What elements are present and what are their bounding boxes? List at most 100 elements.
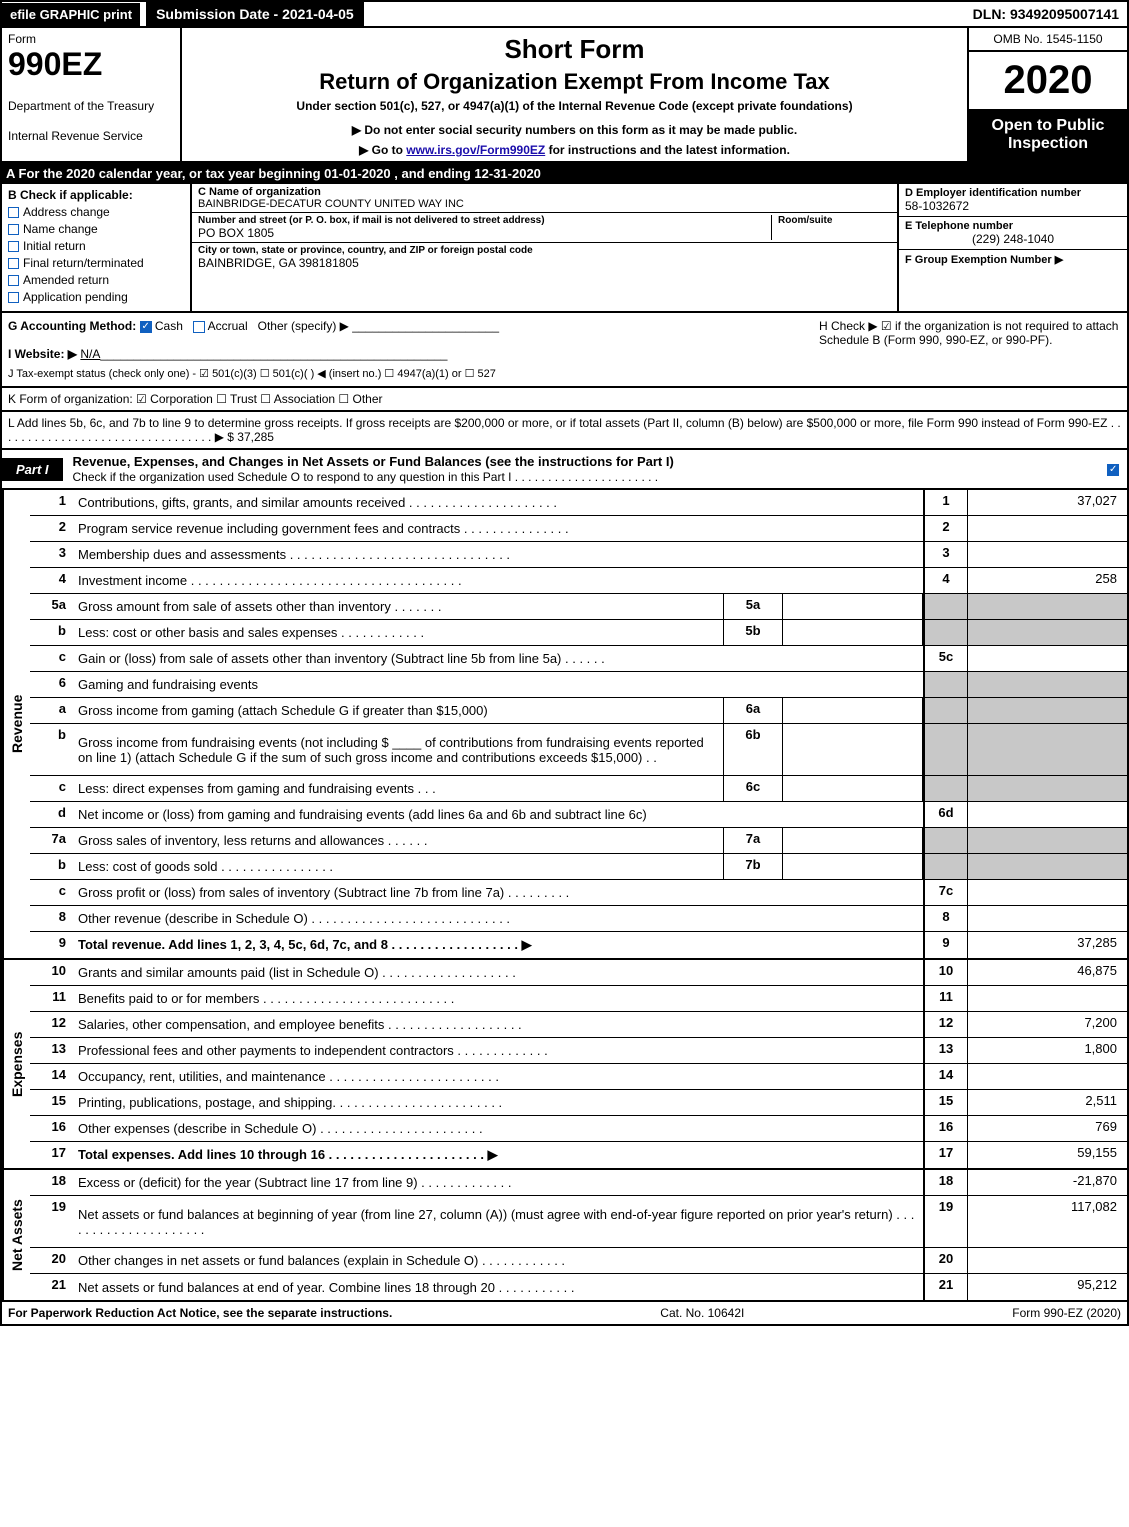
irs-link[interactable]: www.irs.gov/Form990EZ xyxy=(406,143,545,157)
line-number: 5a xyxy=(30,594,72,619)
efile-label[interactable]: efile GRAPHIC print xyxy=(2,3,140,26)
line-ref: 16 xyxy=(923,1116,967,1141)
row-k: K Form of organization: ☑ Corporation ☐ … xyxy=(0,388,1129,412)
line-ref: 20 xyxy=(923,1248,967,1273)
line-ref: 15 xyxy=(923,1090,967,1115)
line-value xyxy=(967,828,1127,853)
line-number: 8 xyxy=(30,906,72,931)
line-description: Benefits paid to or for members . . . . … xyxy=(72,986,923,1011)
ein: 58-1032672 xyxy=(905,199,1121,213)
chk-amended-return[interactable]: Amended return xyxy=(8,273,184,287)
line-number: 20 xyxy=(30,1248,72,1273)
header-center: Short Form Return of Organization Exempt… xyxy=(182,28,967,161)
line-description: Total revenue. Add lines 1, 2, 3, 4, 5c,… xyxy=(72,932,923,958)
line-ref: 19 xyxy=(923,1196,967,1247)
table-row: 17Total expenses. Add lines 10 through 1… xyxy=(30,1142,1127,1168)
line-ref: 2 xyxy=(923,516,967,541)
sub-line-number: 6b xyxy=(723,724,783,775)
dln-label: DLN: 93492095007141 xyxy=(965,2,1127,26)
org-name-label: C Name of organization xyxy=(198,186,891,198)
line-description: Less: cost or other basis and sales expe… xyxy=(72,620,723,645)
line-description: Professional fees and other payments to … xyxy=(72,1038,923,1063)
line-description: Excess or (deficit) for the year (Subtra… xyxy=(72,1170,923,1195)
line-value xyxy=(967,880,1127,905)
part-1-checkbox[interactable] xyxy=(1099,460,1127,478)
table-row: 3Membership dues and assessments . . . .… xyxy=(30,542,1127,568)
form-header: Form 990EZ Department of the Treasury In… xyxy=(0,28,1129,163)
sub-line-number: 5b xyxy=(723,620,783,645)
col-c-org-info: C Name of organization BAINBRIDGE-DECATU… xyxy=(192,184,897,311)
chk-name-change[interactable]: Name change xyxy=(8,222,184,236)
line-number: c xyxy=(30,880,72,905)
table-row: bGross income from fundraising events (n… xyxy=(30,724,1127,776)
table-row: 21Net assets or fund balances at end of … xyxy=(30,1274,1127,1300)
revenue-section: Revenue 1Contributions, gifts, grants, a… xyxy=(0,490,1129,960)
chk-initial-return[interactable]: Initial return xyxy=(8,239,184,253)
line-number: 7a xyxy=(30,828,72,853)
table-row: 1Contributions, gifts, grants, and simil… xyxy=(30,490,1127,516)
street-label: Number and street (or P. O. box, if mail… xyxy=(198,215,771,226)
line-value xyxy=(967,542,1127,567)
header-left: Form 990EZ Department of the Treasury In… xyxy=(2,28,182,161)
line-value xyxy=(967,802,1127,827)
line-value xyxy=(967,1248,1127,1273)
line-description: Occupancy, rent, utilities, and maintena… xyxy=(72,1064,923,1089)
line-description: Less: cost of goods sold . . . . . . . .… xyxy=(72,854,723,879)
chk-address-change[interactable]: Address change xyxy=(8,205,184,219)
footer-right: Form 990-EZ (2020) xyxy=(1012,1306,1121,1320)
line-value xyxy=(967,594,1127,619)
line-value: 59,155 xyxy=(967,1142,1127,1168)
street: PO BOX 1805 xyxy=(198,226,771,240)
chk-accrual[interactable] xyxy=(193,321,205,333)
line-description: Other expenses (describe in Schedule O) … xyxy=(72,1116,923,1141)
line-ref: 21 xyxy=(923,1274,967,1300)
line-number: 9 xyxy=(30,932,72,958)
line-description: Gross income from gaming (attach Schedul… xyxy=(72,698,723,723)
dept-treasury: Department of the Treasury xyxy=(8,99,174,113)
line-ref: 17 xyxy=(923,1142,967,1168)
line-description: Gross amount from sale of assets other t… xyxy=(72,594,723,619)
row-j: J Tax-exempt status (check only one) - ☑… xyxy=(8,367,1121,380)
table-row: 2Program service revenue including gover… xyxy=(30,516,1127,542)
table-row: 18Excess or (deficit) for the year (Subt… xyxy=(30,1170,1127,1196)
tax-year: 2020 xyxy=(969,52,1127,111)
line-ref: 14 xyxy=(923,1064,967,1089)
line-value: 2,511 xyxy=(967,1090,1127,1115)
goto-note: ▶ Go to www.irs.gov/Form990EZ for instru… xyxy=(192,143,957,157)
line-value: 1,800 xyxy=(967,1038,1127,1063)
line-ref: 12 xyxy=(923,1012,967,1037)
line-ref: 5c xyxy=(923,646,967,671)
table-row: 13Professional fees and other payments t… xyxy=(30,1038,1127,1064)
sub-line-value xyxy=(783,828,923,853)
line-number: 19 xyxy=(30,1196,72,1247)
line-description: Net assets or fund balances at beginning… xyxy=(72,1196,923,1247)
line-value: 769 xyxy=(967,1116,1127,1141)
line-description: Other changes in net assets or fund bala… xyxy=(72,1248,923,1273)
open-to-public: Open to Public Inspection xyxy=(969,111,1127,161)
chk-cash[interactable] xyxy=(140,321,152,333)
line-value xyxy=(967,724,1127,775)
line-description: Contributions, gifts, grants, and simila… xyxy=(72,490,923,515)
net-assets-side-label: Net Assets xyxy=(2,1170,30,1300)
table-row: 10Grants and similar amounts paid (list … xyxy=(30,960,1127,986)
table-row: bLess: cost or other basis and sales exp… xyxy=(30,620,1127,646)
goto-pre: ▶ Go to xyxy=(359,143,406,157)
section-b-to-f: B Check if applicable: Address change Na… xyxy=(0,184,1129,313)
header-right: OMB No. 1545-1150 2020 Open to Public In… xyxy=(967,28,1127,161)
table-row: 14Occupancy, rent, utilities, and mainte… xyxy=(30,1064,1127,1090)
chk-application-pending[interactable]: Application pending xyxy=(8,290,184,304)
line-ref: 7c xyxy=(923,880,967,905)
line-value xyxy=(967,672,1127,697)
subtitle: Under section 501(c), 527, or 4947(a)(1)… xyxy=(192,99,957,113)
line-value: 7,200 xyxy=(967,1012,1127,1037)
title-return: Return of Organization Exempt From Incom… xyxy=(192,69,957,95)
table-row: 16Other expenses (describe in Schedule O… xyxy=(30,1116,1127,1142)
net-assets-section: Net Assets 18Excess or (deficit) for the… xyxy=(0,1170,1129,1302)
col-b-heading: B Check if applicable: xyxy=(8,188,184,202)
line-description: Investment income . . . . . . . . . . . … xyxy=(72,568,923,593)
chk-final-return[interactable]: Final return/terminated xyxy=(8,256,184,270)
line-description: Gaming and fundraising events xyxy=(72,672,923,697)
line-value: 95,212 xyxy=(967,1274,1127,1300)
sub-line-number: 6c xyxy=(723,776,783,801)
line-ref: 4 xyxy=(923,568,967,593)
